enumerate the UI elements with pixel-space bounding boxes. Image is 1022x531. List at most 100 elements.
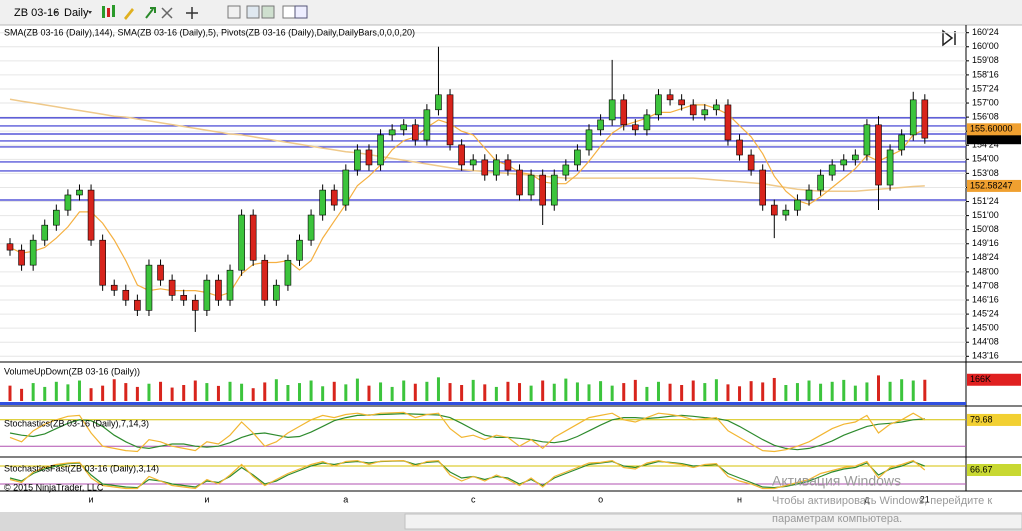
y-tick-label: 154'24 xyxy=(972,140,999,150)
x-tick-label: д xyxy=(864,494,870,504)
candle-body xyxy=(678,99,685,106)
volume-bar xyxy=(66,384,70,401)
candle-body xyxy=(18,249,25,266)
watermark-title: Активация Windows xyxy=(772,473,901,489)
dropdown-arrow[interactable] xyxy=(88,11,92,14)
volume-bar xyxy=(344,384,348,401)
volume-bar xyxy=(309,380,313,401)
volume-bar xyxy=(726,384,730,401)
volume-bar xyxy=(77,380,81,401)
volume-bar xyxy=(54,381,58,401)
candle-body xyxy=(875,124,882,186)
candle-body xyxy=(724,104,732,141)
volume-bar xyxy=(529,385,533,401)
volume-bar xyxy=(552,383,556,401)
volume-bar xyxy=(645,386,649,401)
volume-bar xyxy=(321,386,325,401)
x-tick-label: о xyxy=(598,494,603,504)
dropdown-arrow[interactable] xyxy=(54,11,58,14)
volume-bar xyxy=(610,385,614,401)
volume-bar xyxy=(691,380,695,401)
candle-body xyxy=(805,189,813,201)
volume-bar xyxy=(564,378,568,401)
candle-body xyxy=(666,94,674,101)
candle-body xyxy=(134,299,141,311)
watermark-text: Чтобы активировать Windows, перейдите к xyxy=(772,495,992,507)
volume-bar xyxy=(599,381,603,401)
candle-body xyxy=(736,139,743,156)
crosshair-button[interactable] xyxy=(186,7,198,19)
scrollbar-thumb[interactable] xyxy=(404,513,1022,530)
price-marker-label: 152.58247 xyxy=(970,180,1013,190)
candle-body xyxy=(701,109,709,116)
y-tick-label: 147'08 xyxy=(972,280,999,290)
volume-bar xyxy=(842,379,846,401)
y-tick-label: 149'16 xyxy=(972,238,999,248)
candle-body xyxy=(458,144,465,166)
volume-bar xyxy=(124,383,128,401)
candle-body xyxy=(76,189,83,196)
volume-bar xyxy=(622,383,626,401)
candle-body xyxy=(550,174,558,206)
toolbar: ZB 03-16 Daily xyxy=(0,0,1022,26)
y-tick-label: 154'00 xyxy=(972,154,999,164)
instrument-selector[interactable]: ZB 03-16 xyxy=(14,7,59,19)
period-selector[interactable]: Daily xyxy=(64,7,89,19)
volume-bar xyxy=(205,383,209,401)
candle-body xyxy=(840,159,848,166)
watermark-text: параметрам компьютера. xyxy=(772,513,902,525)
candle-body xyxy=(180,295,187,301)
candle-body xyxy=(238,214,245,271)
volume-bar xyxy=(923,379,927,401)
link-button[interactable] xyxy=(294,5,308,19)
volume-bar xyxy=(680,385,684,401)
indicator-button[interactable] xyxy=(145,7,156,19)
price-marker-box xyxy=(967,373,1021,386)
y-tick-label: 157'24 xyxy=(972,83,999,93)
candle-body xyxy=(643,114,651,131)
toolbar-bg xyxy=(0,0,1022,25)
volume-bar xyxy=(575,382,579,401)
volume-bar xyxy=(159,381,163,401)
y-tick-label: 157'00 xyxy=(972,97,999,107)
candle-body xyxy=(330,189,338,206)
volume-bar xyxy=(865,382,869,401)
y-tick-label: 156'08 xyxy=(972,111,999,121)
volume-bar xyxy=(193,380,197,401)
volume-bar xyxy=(43,386,47,401)
strategy-button[interactable] xyxy=(161,7,173,19)
maximize-icon[interactable] xyxy=(942,29,956,47)
volume-bar xyxy=(633,379,637,401)
candle-body xyxy=(157,264,164,281)
volume-bar xyxy=(355,378,359,401)
candle-body xyxy=(377,134,384,166)
volume-bar xyxy=(587,384,591,401)
data-box-button[interactable] xyxy=(246,5,260,19)
y-tick-label: 151'24 xyxy=(972,196,999,206)
chart-trader-button[interactable] xyxy=(261,5,275,19)
price-marker-box xyxy=(967,463,1021,476)
chart-style-button[interactable] xyxy=(102,5,115,18)
snapshot-button[interactable] xyxy=(282,5,296,19)
candle-body xyxy=(898,134,905,151)
candle-body xyxy=(41,224,49,241)
candle-body xyxy=(828,164,836,176)
chart-frame xyxy=(0,25,1022,531)
volume-bar xyxy=(795,383,799,401)
properties-button[interactable] xyxy=(227,5,241,19)
candle-body xyxy=(597,119,604,131)
candle-body xyxy=(539,174,546,206)
sma-line xyxy=(9,104,926,297)
volume-bar xyxy=(20,388,24,401)
volume-bar xyxy=(772,377,776,401)
candle-body xyxy=(168,279,176,296)
candle-body xyxy=(446,94,454,146)
volume-bar xyxy=(460,385,464,401)
candle-body xyxy=(921,99,929,139)
volume-bar xyxy=(900,379,904,401)
candle-body xyxy=(388,129,396,136)
y-tick-label: 145'00 xyxy=(972,323,999,333)
drawing-tool-button[interactable] xyxy=(124,8,134,20)
candle-body xyxy=(886,149,894,186)
candle-body xyxy=(145,264,153,311)
